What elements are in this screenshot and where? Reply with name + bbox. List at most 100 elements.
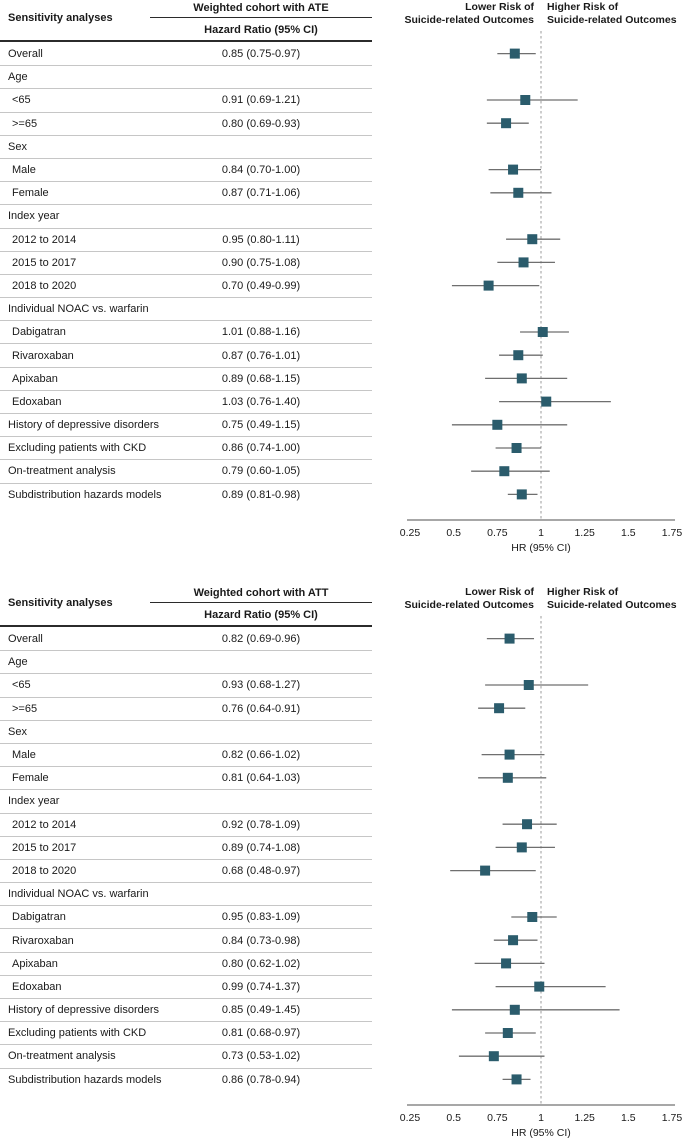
row-label: Rivaroxaban xyxy=(12,349,74,362)
row-hr-ci-value: 0.81 (0.68-0.97) xyxy=(221,1027,301,1040)
hr-marker xyxy=(501,118,512,129)
att-table-rows: Overall 0.82 (0.69-0.96) Age <65 0.93 (0.68-… xyxy=(0,627,372,1091)
table-category-row: Sex xyxy=(0,719,372,743)
hr-marker xyxy=(504,749,515,760)
panel-ate: Sensitivity analyses Weighted cohort wit… xyxy=(0,0,682,554)
hr-marker xyxy=(488,1051,499,1062)
row-hr-ci-value: 0.89 (0.74-1.08) xyxy=(221,841,301,854)
table-row: 2018 to 2020 0.68 (0.48-0.97) xyxy=(0,858,372,882)
row-label: Male xyxy=(12,164,36,177)
table-row: Rivaroxaban 0.87 (0.76-1.01) xyxy=(0,343,372,366)
row-hr-ci-value: 0.90 (0.75-1.08) xyxy=(221,256,301,269)
row-hr-ci-value: 0.87 (0.71-1.06) xyxy=(221,187,301,200)
table-row: <65 0.91 (0.69-1.21) xyxy=(0,88,372,111)
row-label: Male xyxy=(12,749,36,762)
hr-marker xyxy=(502,1028,513,1038)
hr-marker xyxy=(492,419,503,430)
lower-risk-label: Lower Risk of Suicide-related Outcomes xyxy=(404,1,534,26)
higher-risk-label: Higher Risk of Suicide-related Outcomes xyxy=(547,1,677,26)
hr-marker xyxy=(522,819,533,830)
x-tick-label: 0.25 xyxy=(400,527,421,539)
table-category-row: Sex xyxy=(0,134,372,158)
table-category-row: Age xyxy=(0,65,372,88)
hr-marker xyxy=(520,95,531,105)
row-hr-ci-value: 0.80 (0.62-1.02) xyxy=(221,957,301,970)
higher-risk-label: Higher Risk of Suicide-related Outcomes xyxy=(547,586,677,611)
row-label: <65 xyxy=(12,679,31,692)
row-label: 2012 to 2014 xyxy=(12,233,77,246)
table-row: Dabigatran 0.95 (0.83-1.09) xyxy=(0,905,372,928)
x-tick-label: 1 xyxy=(538,527,544,539)
row-hr-ci-value: 0.84 (0.70-1.00) xyxy=(221,164,301,177)
ate-forest-plot-svg: 0.25 0.5 0.75 1 1.25 1.5 1.75 HR (95% CI) xyxy=(400,31,682,554)
lower-risk-label-line1: Lower Risk of xyxy=(465,586,534,598)
att-table-header: Sensitivity analyses Weighted cohort wit… xyxy=(0,585,372,627)
higher-risk-label-line1: Higher Risk of xyxy=(547,1,619,13)
table-row: 2012 to 2014 0.95 (0.80-1.11) xyxy=(0,227,372,251)
table-row: Overall 0.85 (0.75-0.97) xyxy=(0,42,372,65)
x-tick-label: 0.25 xyxy=(400,1112,421,1124)
hr-marker xyxy=(502,772,513,783)
higher-risk-label-line1: Higher Risk of xyxy=(547,586,619,598)
hr-marker xyxy=(534,981,545,992)
row-label: Sex xyxy=(8,140,27,153)
row-hr-ci-value: 0.89 (0.68-1.15) xyxy=(221,372,301,385)
row-hr-ci-value: 0.68 (0.48-0.97) xyxy=(221,864,301,877)
lower-risk-label-line2: Suicide-related Outcomes xyxy=(404,13,534,26)
row-label: Sex xyxy=(8,725,27,738)
hr-marker xyxy=(508,935,519,946)
row-hr-ci-value: 0.73 (0.53-1.02) xyxy=(221,1050,301,1063)
row-label: Subdistribution hazards models xyxy=(8,488,162,501)
row-label: Female xyxy=(12,187,49,200)
row-label: History of depressive disorders xyxy=(8,419,160,432)
row-hr-ci-value: 0.75 (0.49-1.15) xyxy=(221,419,301,432)
row-label: Excluding patients with CKD xyxy=(8,1027,147,1040)
table-category-row: Index year xyxy=(0,789,372,812)
table-row: 2012 to 2014 0.92 (0.78-1.09) xyxy=(0,812,372,836)
x-tick-label: 0.5 xyxy=(446,1112,461,1124)
row-hr-ci-value: 0.86 (0.78-0.94) xyxy=(221,1073,301,1086)
panel-att-inner: Sensitivity analyses Weighted cohort wit… xyxy=(0,585,685,1146)
x-tick-label: 1.5 xyxy=(621,1112,636,1124)
table-row: Apixaban 0.89 (0.68-1.15) xyxy=(0,366,372,390)
row-hr-ci-value: 0.80 (0.69-0.93) xyxy=(221,117,301,130)
table-row: On-treatment analysis 0.73 (0.53-1.02) xyxy=(0,1044,372,1067)
row-label: Edoxaban xyxy=(12,980,62,993)
table-row: Edoxaban 1.03 (0.76-1.40) xyxy=(0,389,372,413)
table-row: History of depressive disorders 0.85 (0.4… xyxy=(0,998,372,1021)
hr-marker xyxy=(527,234,538,245)
hr-marker xyxy=(513,350,524,361)
hr-marker xyxy=(483,280,494,291)
column-header-hazard-ratio: Hazard Ratio (95% CI) xyxy=(204,609,318,621)
row-label: 2012 to 2014 xyxy=(12,818,77,831)
column-group-header-weighted-cohort: Weighted cohort with ATE xyxy=(150,2,372,18)
row-label: Age xyxy=(8,71,28,84)
x-tick-label: 1.5 xyxy=(621,527,636,539)
column-header-sensitivity-analyses: Sensitivity analyses xyxy=(8,597,113,609)
hr-marker xyxy=(541,396,552,407)
x-tick-label: 1.25 xyxy=(574,1112,595,1124)
table-row: Female 0.87 (0.71-1.06) xyxy=(0,181,372,204)
x-axis-title: HR (95% CI) xyxy=(511,1127,571,1139)
table-row: >=65 0.80 (0.69-0.93) xyxy=(0,111,372,135)
lower-risk-label-line1: Lower Risk of xyxy=(465,1,534,13)
table-row: Dabigatran 1.01 (0.88-1.16) xyxy=(0,320,372,343)
x-tick-label: 1.75 xyxy=(662,1112,683,1124)
row-hr-ci-value: 0.95 (0.80-1.11) xyxy=(222,233,300,246)
hr-marker xyxy=(537,327,548,337)
row-label: >=65 xyxy=(12,117,38,130)
row-label: Index year xyxy=(8,210,60,223)
ate-table-header: Sensitivity analyses Weighted cohort wit… xyxy=(0,0,372,42)
row-label: Female xyxy=(12,772,49,785)
x-axis-title: HR (95% CI) xyxy=(511,542,571,554)
hr-marker xyxy=(511,1074,522,1085)
ate-table-rows: Overall 0.85 (0.75-0.97) Age <65 0.91 (0.69-… xyxy=(0,42,372,506)
row-hr-ci-value: 1.03 (0.76-1.40) xyxy=(221,395,301,408)
row-label: History of depressive disorders xyxy=(8,1004,160,1017)
hr-marker xyxy=(501,958,512,969)
hr-marker xyxy=(480,865,491,876)
row-hr-ci-value: 1.01 (0.88-1.16) xyxy=(221,326,301,339)
table-row: Excluding patients with CKD 0.86 (0.74-1.… xyxy=(0,436,372,459)
row-label: Individual NOAC vs. warfarin xyxy=(8,888,149,901)
